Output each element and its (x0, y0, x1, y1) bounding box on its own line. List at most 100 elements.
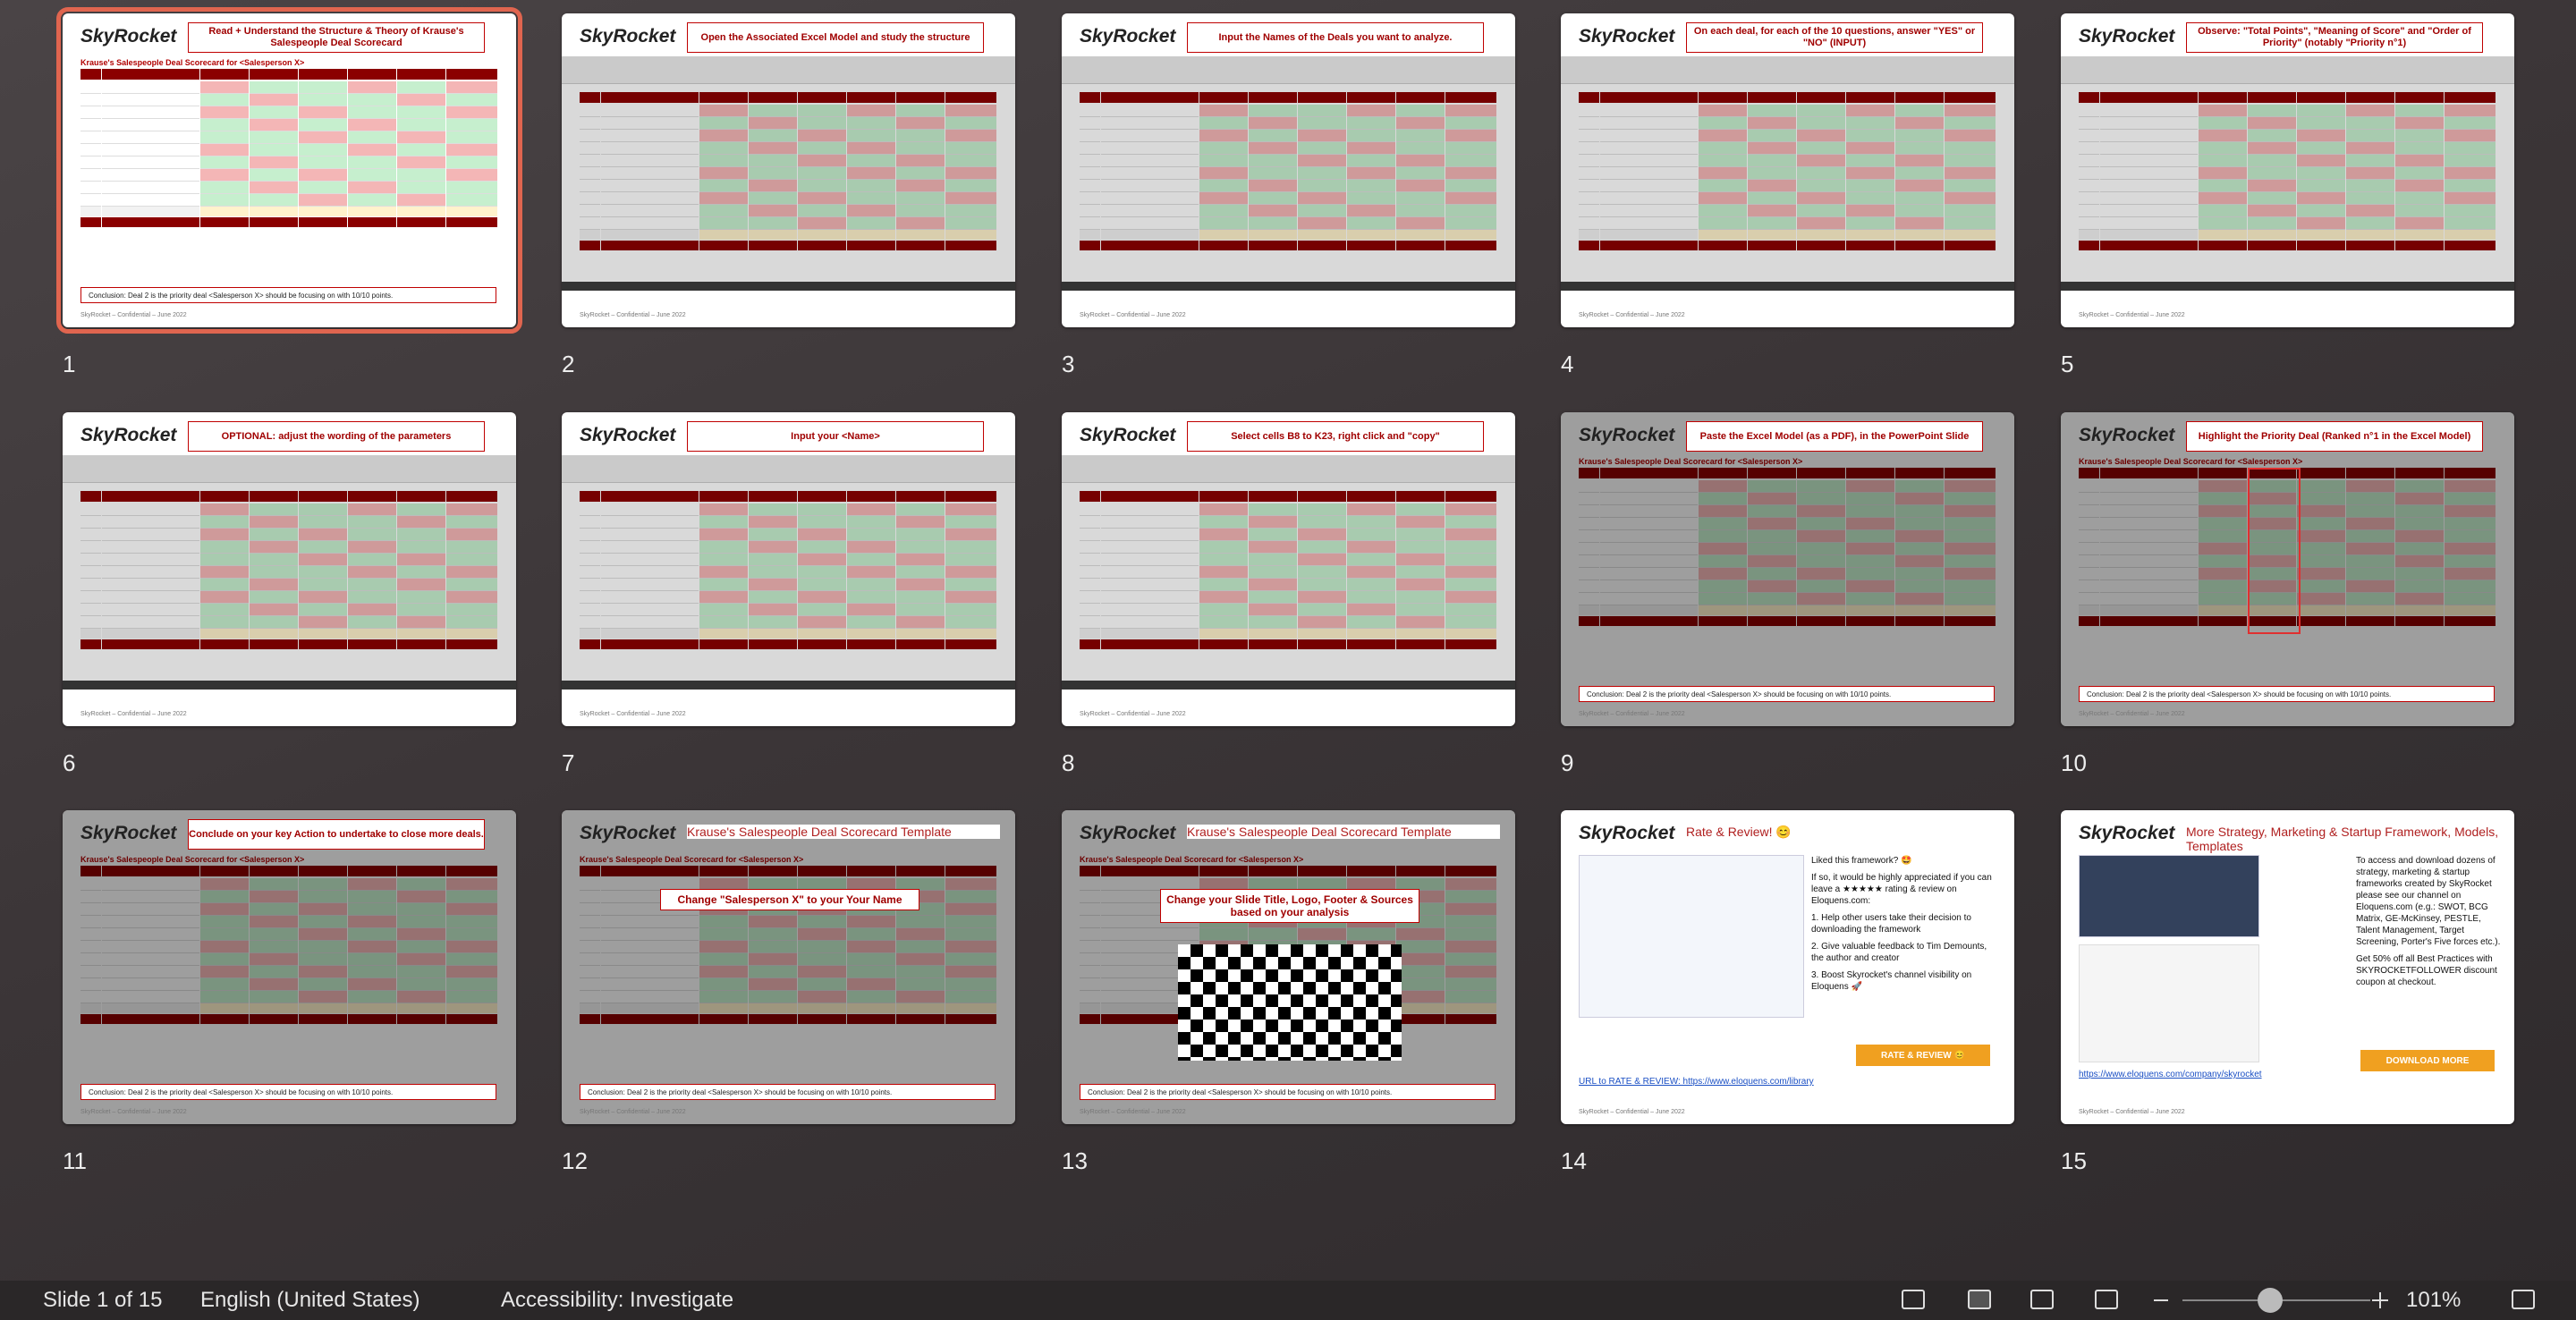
table-cell (1080, 217, 1100, 230)
slide-number: 11 (63, 1147, 87, 1174)
table-cell (699, 591, 748, 604)
table-cell (2445, 217, 2496, 230)
priority-row (601, 241, 699, 250)
paragraph: Get 50% off all Best Practices with SKYR… (2356, 954, 2497, 987)
logo: SkyRocket (2079, 425, 2175, 445)
table-header (2346, 468, 2394, 478)
zoom-knob[interactable] (2258, 1288, 2283, 1313)
table-header (200, 866, 249, 876)
total-row (1445, 629, 1496, 639)
table-cell (102, 81, 199, 94)
screenshot-image (2079, 944, 2259, 1062)
reading-view-button[interactable] (2030, 1290, 2054, 1309)
total-row (1748, 605, 1796, 615)
table-cell (348, 928, 396, 941)
table-cell (1249, 554, 1297, 566)
link[interactable]: https://www.eloquens.com/company/skyrock… (2079, 1070, 2262, 1079)
sorter-button[interactable] (1968, 1290, 1991, 1309)
slide-thumbnail[interactable]: SkyRocket OPTIONAL: adjust the wording of… (63, 412, 516, 726)
excel-ribbon (2061, 56, 2514, 84)
table-cell (798, 604, 846, 616)
table-cell (1748, 117, 1796, 130)
table-cell (601, 155, 699, 167)
table-cell (446, 591, 497, 604)
total-row (1699, 230, 1747, 240)
slide-thumbnail[interactable]: SkyRocket Liked this framework? 🤩 If so, i… (1561, 810, 2014, 1124)
table-cell (1298, 503, 1346, 516)
table-cell (699, 966, 748, 978)
slide-thumbnail[interactable]: SkyRocket Select cells B8 to K23, right c… (1062, 412, 1515, 726)
fit-button[interactable] (2512, 1290, 2535, 1309)
table-cell (299, 106, 347, 119)
table-cell (699, 604, 748, 616)
table-cell (1396, 554, 1445, 566)
table-cell (945, 155, 996, 167)
table-cell (348, 991, 396, 1003)
slide-thumbnail[interactable]: SkyRocket Open the Associated Excel Model… (562, 13, 1015, 327)
table-cell (1298, 130, 1346, 142)
zoom-out[interactable] (2154, 1299, 2168, 1301)
slide-thumbnail[interactable]: SkyRocket Krause's Salespeople Deal Score… (63, 810, 516, 1124)
table-cell (601, 604, 699, 616)
table-cell (749, 130, 797, 142)
slide-thumbnail[interactable]: SkyRocket On each deal, for each of the 1… (1561, 13, 2014, 327)
slide-thumbnail[interactable]: SkyRocket Krause's Salespeople Deal Score… (1062, 810, 1515, 1124)
table-cell (1699, 518, 1747, 530)
total-row (1579, 605, 1599, 615)
step-heading: Input the Names of the Deals you want to… (1187, 22, 1484, 53)
total-row (847, 230, 895, 240)
slide-thumbnail[interactable]: SkyRocket Krause's Salespeople Deal Score… (1561, 412, 2014, 726)
table-header (1347, 491, 1395, 502)
total-row (2079, 605, 2099, 615)
zoom-in[interactable] (2379, 1292, 2381, 1308)
slide-number: 9 (1561, 749, 1574, 776)
accessibility[interactable]: Accessibility: Investigate (501, 1288, 734, 1312)
table-cell (749, 579, 797, 591)
table-cell (945, 616, 996, 629)
table-cell (1298, 541, 1346, 554)
table-cell (80, 529, 101, 541)
table-cell (1895, 593, 1944, 605)
slideshow-button[interactable] (2095, 1290, 2118, 1309)
table-cell (348, 591, 396, 604)
total-row (1298, 230, 1346, 240)
table-cell (1101, 130, 1199, 142)
table-cell (1600, 518, 1698, 530)
table-cell (1895, 555, 1944, 568)
table-cell (2395, 530, 2444, 543)
table-cell (102, 916, 199, 928)
slide-thumbnail[interactable]: SkyRocket Input your <Name> SkyRocket – Co… (562, 412, 1015, 726)
table-header (2248, 92, 2296, 103)
excel-status (562, 282, 1015, 291)
action-button[interactable]: DOWNLOAD MORE (2360, 1050, 2495, 1071)
table-cell (1396, 117, 1445, 130)
table-cell (580, 516, 600, 529)
table-cell (896, 205, 945, 217)
table-cell (1101, 616, 1199, 629)
action-button[interactable]: RATE & REVIEW 😊 (1856, 1045, 1990, 1066)
table-cell (847, 105, 895, 117)
notes-button[interactable] (1902, 1290, 1925, 1309)
table-header (1600, 468, 1698, 478)
table-header (1249, 491, 1297, 502)
table-cell (348, 106, 396, 119)
status-bar: Slide 1 of 15 English (United States) Ac… (0, 1281, 2576, 1320)
table-cell (2248, 505, 2296, 518)
slide-thumbnail[interactable]: SkyRocket Krause's Salespeople Deal Score… (56, 7, 522, 334)
table-cell (699, 579, 748, 591)
table-cell (1101, 554, 1199, 566)
table-cell (1298, 167, 1346, 180)
table-cell (250, 978, 298, 991)
slide-thumbnail[interactable]: SkyRocket Krause's Salespeople Deal Score… (2061, 412, 2514, 726)
slide-thumbnail[interactable]: SkyRocket To access and download dozens o… (2061, 810, 2514, 1124)
table-header (749, 491, 797, 502)
slide-thumbnail[interactable]: SkyRocket Input the Names of the Deals yo… (1062, 13, 1515, 327)
table-cell (2199, 555, 2247, 568)
table-cell (699, 105, 748, 117)
table-cell (348, 157, 396, 169)
link[interactable]: URL to RATE & REVIEW: https://www.eloque… (1579, 1077, 1814, 1087)
language[interactable]: English (United States) (200, 1288, 420, 1312)
slide-thumbnail[interactable]: SkyRocket Observe: "Total Points", "Meani… (2061, 13, 2514, 327)
slide-thumbnail[interactable]: SkyRocket Krause's Salespeople Deal Score… (562, 810, 1015, 1124)
footer: SkyRocket – Confidential – June 2022 (80, 1109, 187, 1115)
